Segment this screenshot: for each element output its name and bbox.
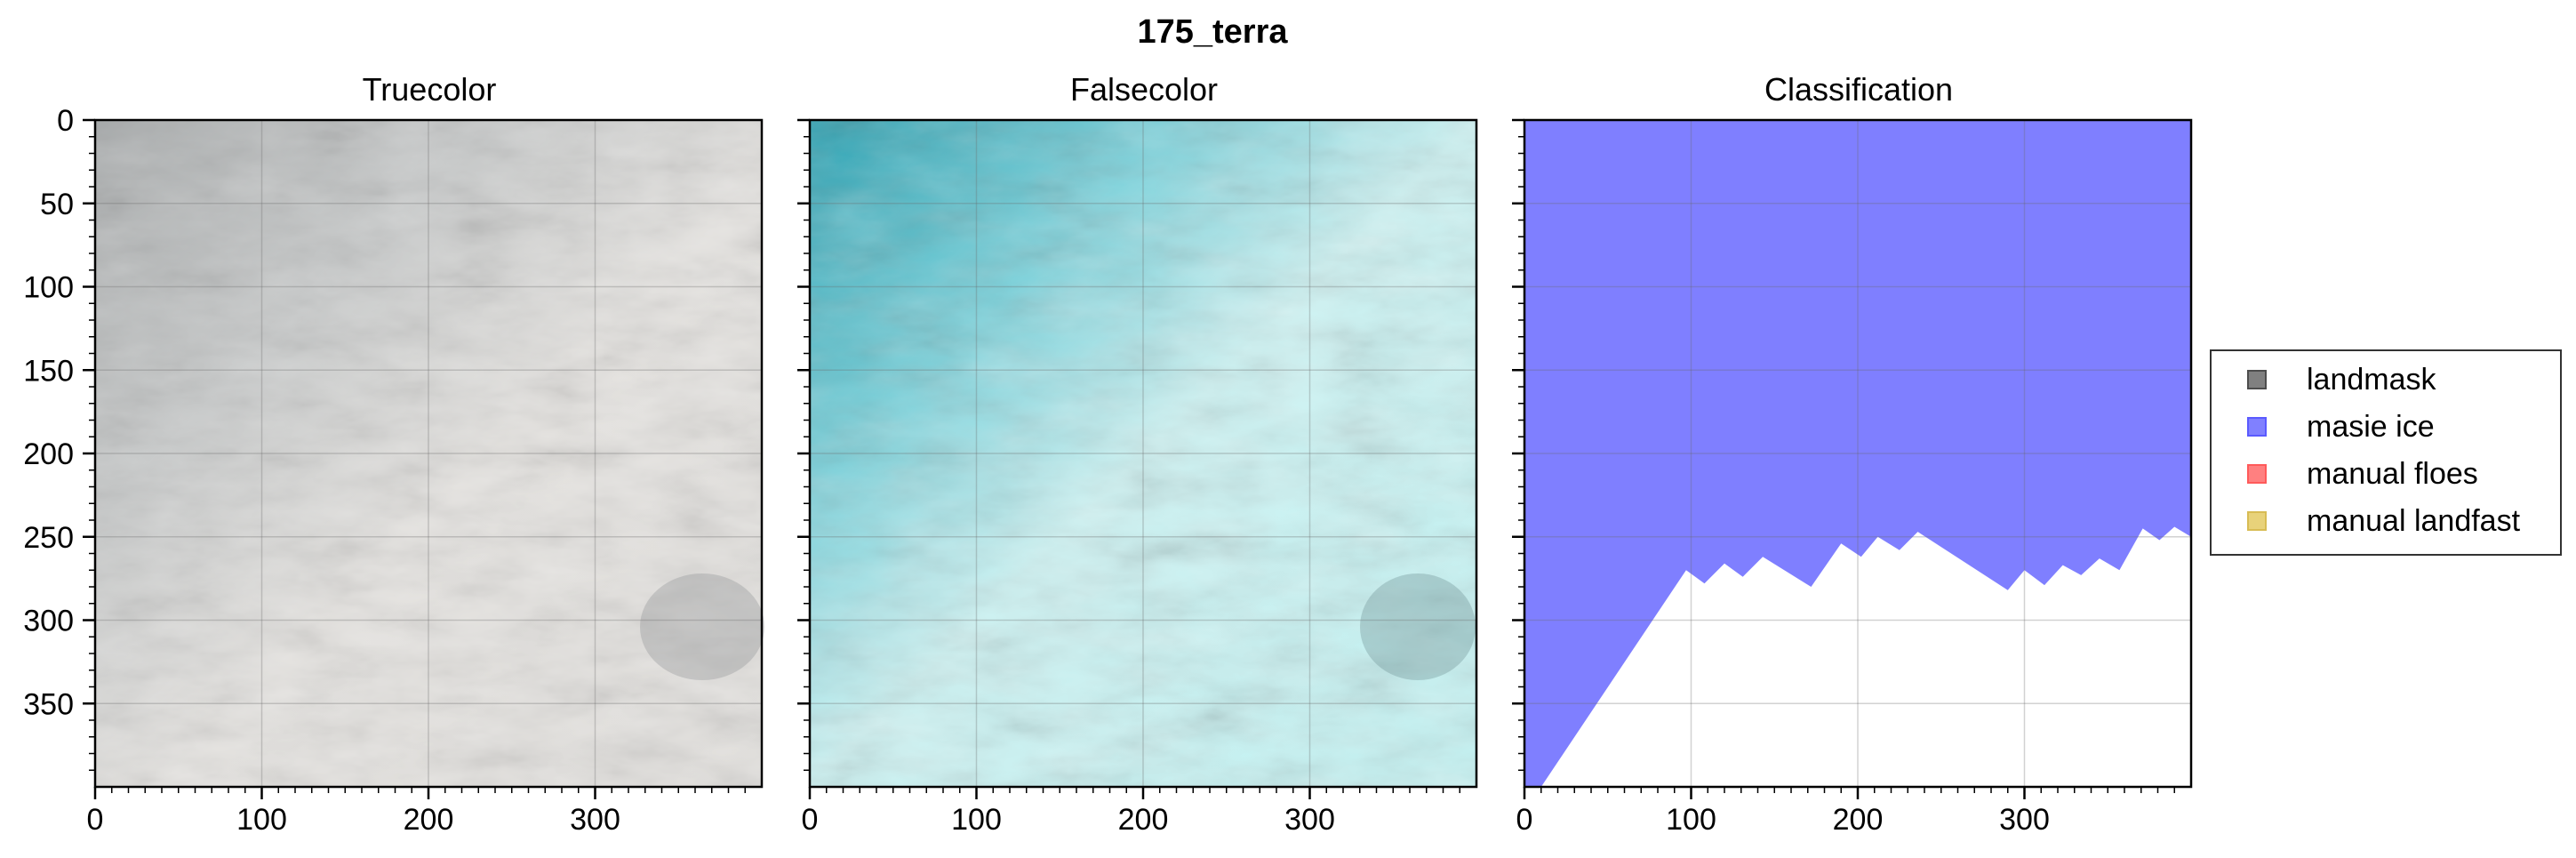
legend-swatch-manual-landfast (2247, 511, 2267, 531)
y-tick-label: 0 (57, 104, 74, 138)
figure-title: 175_terra (1137, 13, 1288, 51)
legend-label-manual-landfast: manual landfast (2307, 503, 2521, 538)
x-tick-label: 300 (1999, 803, 2050, 837)
x-tick-label: 200 (1118, 803, 1169, 837)
truecolor-dark-patch (640, 573, 764, 680)
x-tick-label: 100 (1666, 803, 1716, 837)
x-tick-label: 0 (802, 803, 819, 837)
legend-item-manual-floes: manual floes (2247, 454, 2478, 493)
x-tick-label: 100 (951, 803, 1002, 837)
x-tick-label: 300 (570, 803, 620, 837)
panel-classification: Classification 0 100 200 300 (1512, 71, 2193, 837)
falsecolor-dark-patch (1360, 573, 1476, 680)
panel-title-truecolor: Truecolor (363, 71, 497, 108)
panel-falsecolor: Falsecolor 0 100 200 300 (797, 71, 1478, 837)
plot-classification: 0 100 200 300 (1512, 118, 2193, 837)
y-tick-label: 250 (23, 521, 74, 555)
plot-falsecolor: 0 100 200 300 (797, 118, 1478, 837)
x-tick-label: 0 (87, 803, 104, 837)
legend-label-manual-floes: manual floes (2307, 456, 2478, 491)
panel-title-classification: Classification (1764, 71, 1953, 108)
legend-item-masie-ice: masie ice (2247, 407, 2435, 446)
legend-label-landmask: landmask (2307, 362, 2436, 397)
y-tick-label: 300 (23, 605, 74, 638)
y-tick-label: 350 (23, 687, 74, 721)
panel-truecolor: Truecolor 0 100 200 300 0 50 100 150 200 250 300 35… (23, 71, 764, 837)
masie-ice-area (1524, 120, 2191, 787)
y-tick-label: 200 (23, 437, 74, 471)
y-tick-label: 150 (23, 354, 74, 388)
falsecolor-texture (810, 120, 1476, 787)
truecolor-texture (95, 120, 762, 787)
x-tick-label: 100 (236, 803, 287, 837)
x-tick-label: 200 (1833, 803, 1884, 837)
x-tick-label: 300 (1284, 803, 1335, 837)
y-tick-label: 100 (23, 271, 74, 305)
legend-swatch-manual-floes (2247, 464, 2267, 484)
legend: landmask masie ice manual floes manual l… (2210, 349, 2562, 556)
y-tick-label: 50 (40, 188, 74, 221)
legend-label-masie-ice: masie ice (2307, 409, 2435, 444)
panel-title-falsecolor: Falsecolor (1070, 71, 1218, 108)
legend-swatch-landmask (2247, 370, 2267, 389)
x-tick-label: 200 (404, 803, 454, 837)
legend-item-landmask: landmask (2247, 360, 2436, 399)
legend-item-manual-landfast: manual landfast (2247, 501, 2520, 541)
plot-truecolor: 0 100 200 300 0 50 100 150 200 250 300 350 (23, 104, 764, 837)
legend-swatch-masie-ice (2247, 417, 2267, 437)
x-tick-label: 0 (1516, 803, 1533, 837)
